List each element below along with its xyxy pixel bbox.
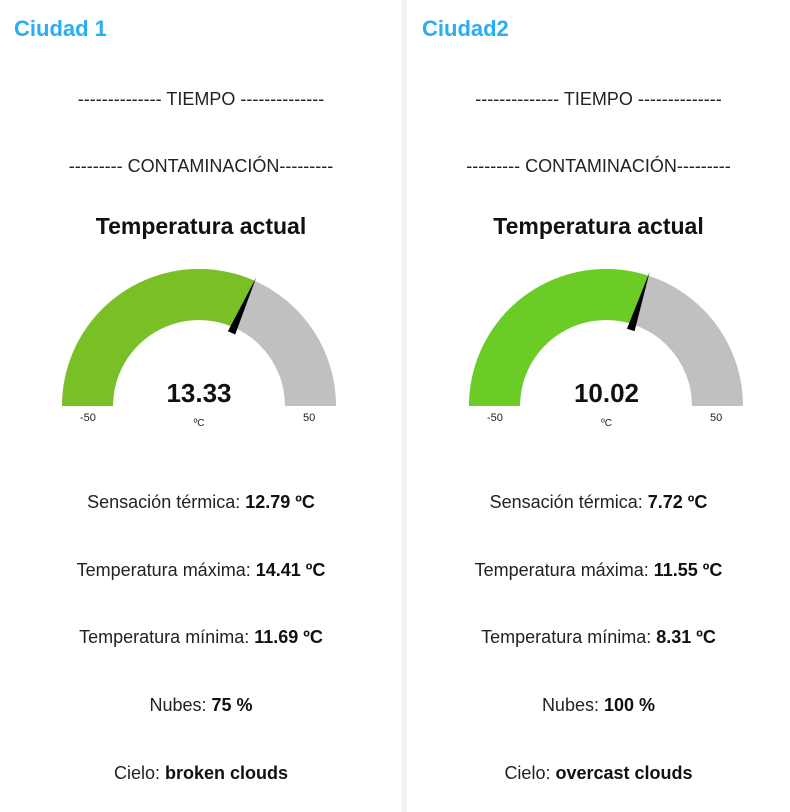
nubes-label: Nubes: [541,695,599,715]
sensacion-termica-value: 12.79 ºC [245,492,315,512]
temperatura-maxima-row: Temperatura máxima: 11.55 ºC [407,560,790,581]
gauge-needle [227,277,257,335]
temperature-gauge [407,255,790,435]
cielo-label: Cielo: [504,763,551,783]
sensacion-termica-value: 7.72 ºC [647,492,708,512]
temperatura-maxima-label: Temperatura máxima: [76,560,251,580]
nubes-label: Nubes: [149,695,207,715]
sensacion-termica-label: Sensación térmica: [489,492,643,512]
temperatura-maxima-row: Temperatura máxima: 14.41 ºC [0,560,402,581]
temperatura-minima-row: Temperatura mínima: 11.69 ºC [0,627,402,648]
section-contaminacion[interactable]: --------- CONTAMINACIÓN--------- [466,156,731,176]
gauge-value: 10.02 [573,378,640,408]
section-tiempo[interactable]: -------------- TIEMPO -------------- [77,89,325,109]
city-title: Ciudad 1 [14,16,107,41]
gauge-unit: ºC [193,418,205,429]
gauge-unit: ºC [601,418,612,429]
gauge-max-label: 50 [303,412,316,424]
temperatura-minima-value: 8.31 ºC [656,627,716,647]
nubes-value: 75 % [211,695,253,715]
gauge-fill [469,269,649,406]
sensacion-termica-row: Sensación térmica: 12.79 ºC [0,492,402,513]
gauge-needle [626,271,650,332]
sensacion-termica-label: Sensación térmica: [87,492,241,512]
nubes-row: Nubes: 100 % [407,695,790,716]
gauge-min-label: -50 [80,412,96,424]
temperatura-maxima-value: 11.55 ºC [653,560,723,580]
gauge-fill [62,268,255,406]
temperatura-maxima-label: Temperatura máxima: [474,560,649,580]
city-title: Ciudad2 [422,16,509,41]
sensacion-termica-row: Sensación térmica: 7.72 ºC [407,492,790,513]
nubes-value: 100 % [604,695,656,715]
gauge-max-label: 50 [710,412,723,424]
temperatura-minima-value: 11.69 ºC [254,627,323,647]
cielo-value: overcast clouds [555,763,693,783]
cielo-value: broken clouds [165,763,289,783]
gauge-title: Temperatura actual [493,213,704,239]
temperatura-maxima-value: 14.41 ºC [255,560,326,580]
nubes-row: Nubes: 75 % [0,695,402,716]
temperature-gauge [0,255,402,435]
city-panel-1: Ciudad 1 -------------- TIEMPO ---------… [0,16,402,784]
temperatura-minima-row: Temperatura mínima: 8.31 ºC [407,627,790,648]
gauge-title: Temperatura actual [95,213,307,239]
gauge-svg [469,269,743,406]
temperatura-minima-label: Temperatura mínima: [79,627,250,647]
section-contaminacion[interactable]: --------- CONTAMINACIÓN--------- [68,156,334,176]
cielo-row: Cielo: overcast clouds [407,763,790,784]
cielo-label: Cielo: [113,763,160,783]
gauge-min-label: -50 [487,412,503,424]
temperatura-minima-label: Temperatura mínima: [481,627,652,647]
cielo-row: Cielo: broken clouds [0,763,402,784]
section-tiempo[interactable]: -------------- TIEMPO -------------- [475,89,722,109]
gauge-svg [62,268,336,406]
city-panel-2: Ciudad2 -------------- TIEMPO ----------… [402,0,790,812]
gauge-value: 13.33 [166,378,232,408]
